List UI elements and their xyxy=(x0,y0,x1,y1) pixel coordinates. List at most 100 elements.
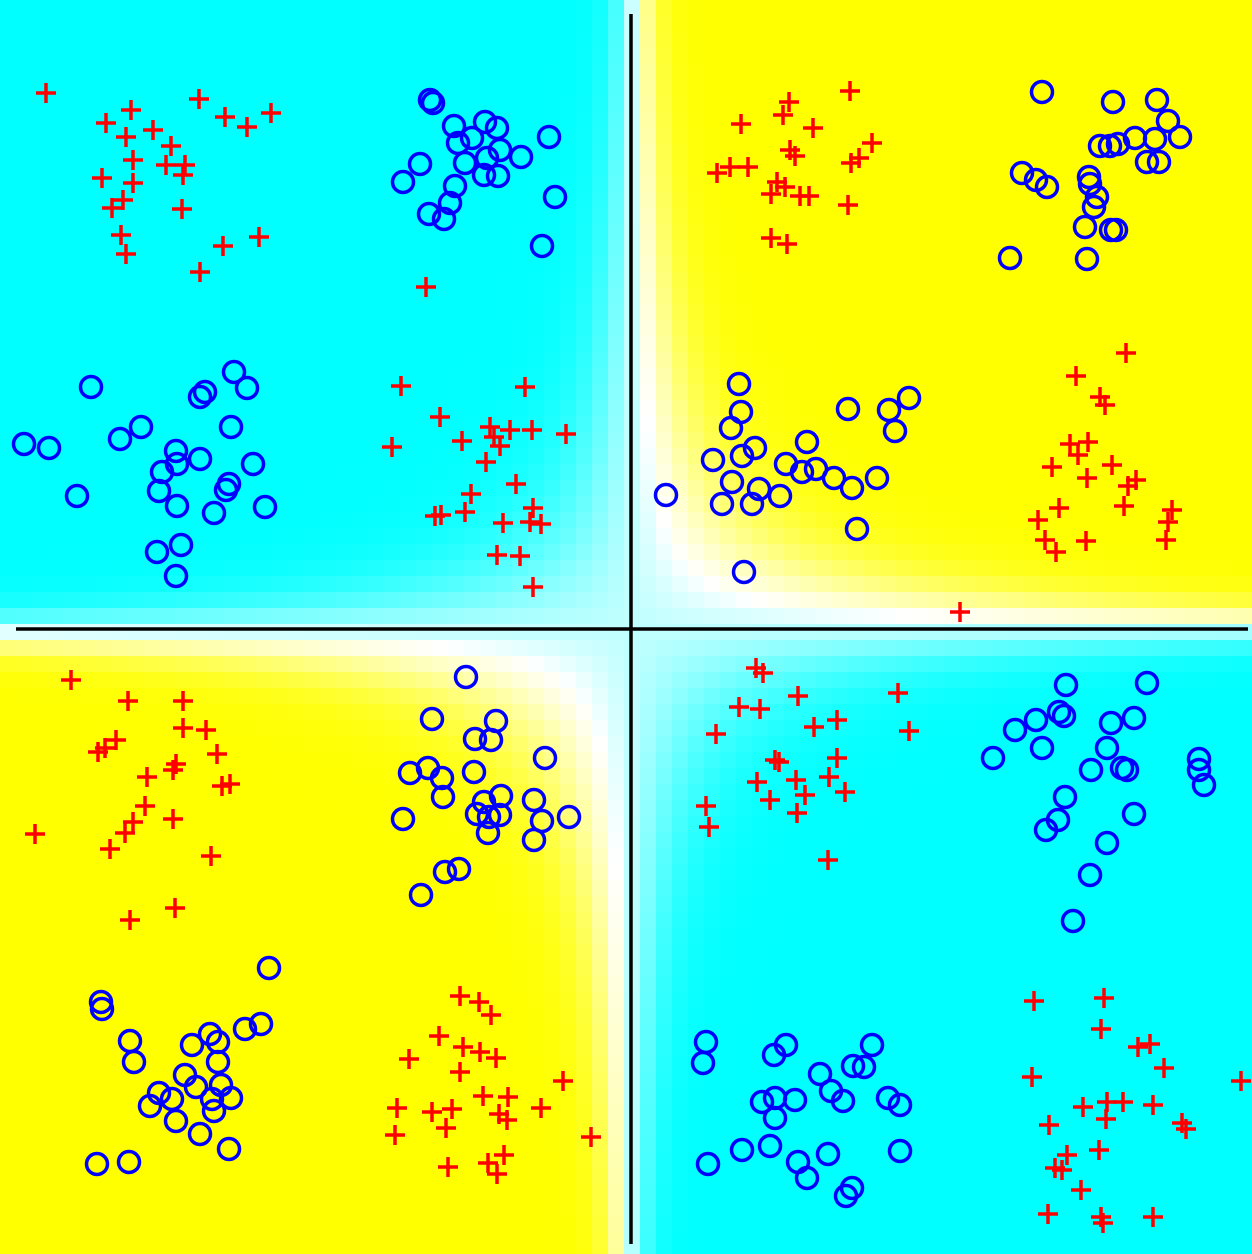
surface-cell xyxy=(1056,144,1073,161)
surface-cell xyxy=(1152,112,1169,129)
surface-cell xyxy=(416,48,433,65)
surface-cell xyxy=(304,352,321,369)
surface-cell xyxy=(64,576,81,593)
surface-cell xyxy=(1248,368,1252,385)
surface-cell xyxy=(576,992,593,1009)
surface-cell xyxy=(1008,288,1025,305)
surface-cell xyxy=(1024,528,1041,545)
surface-cell xyxy=(704,656,721,673)
surface-cell xyxy=(352,816,369,833)
surface-cell xyxy=(1168,192,1185,209)
surface-cell xyxy=(1232,208,1249,225)
surface-cell xyxy=(96,256,113,273)
surface-cell xyxy=(320,272,337,289)
surface-cell xyxy=(608,128,625,145)
surface-cell xyxy=(816,192,833,209)
surface-cell xyxy=(448,240,465,257)
surface-cell xyxy=(1184,704,1201,721)
surface-cell xyxy=(64,192,81,209)
surface-cell xyxy=(944,320,961,337)
surface-cell xyxy=(864,848,881,865)
surface-cell xyxy=(256,352,273,369)
surface-cell xyxy=(512,208,529,225)
surface-cell xyxy=(528,720,545,737)
surface-cell xyxy=(656,320,673,337)
surface-cell xyxy=(784,256,801,273)
surface-cell xyxy=(640,432,657,449)
surface-cell xyxy=(1136,256,1153,273)
surface-cell xyxy=(688,848,705,865)
surface-cell xyxy=(128,272,145,289)
surface-cell xyxy=(928,704,945,721)
surface-cell xyxy=(176,336,193,353)
surface-cell xyxy=(816,128,833,145)
surface-cell xyxy=(640,160,657,177)
surface-cell xyxy=(912,80,929,97)
surface-cell xyxy=(1216,512,1233,529)
surface-cell xyxy=(1056,0,1073,17)
surface-cell xyxy=(976,912,993,929)
surface-cell xyxy=(1232,832,1249,849)
surface-cell xyxy=(576,512,593,529)
surface-cell xyxy=(512,352,529,369)
surface-cell xyxy=(848,832,865,849)
surface-cell xyxy=(464,608,481,625)
surface-cell xyxy=(560,240,577,257)
surface-cell xyxy=(1072,288,1089,305)
surface-cell xyxy=(320,496,337,513)
surface-cell xyxy=(1120,896,1137,913)
surface-cell xyxy=(928,944,945,961)
surface-cell xyxy=(512,224,529,241)
surface-cell xyxy=(1104,288,1121,305)
surface-cell xyxy=(224,624,241,641)
surface-cell xyxy=(144,880,161,897)
surface-cell xyxy=(352,624,369,641)
surface-cell xyxy=(352,608,369,625)
surface-cell xyxy=(1008,640,1025,657)
surface-cell xyxy=(1184,432,1201,449)
surface-cell xyxy=(912,976,929,993)
surface-cell xyxy=(704,224,721,241)
surface-cell xyxy=(912,128,929,145)
surface-cell xyxy=(544,624,561,641)
surface-cell xyxy=(448,960,465,977)
surface-cell xyxy=(272,976,289,993)
surface-cell xyxy=(1232,224,1249,241)
surface-cell xyxy=(704,352,721,369)
surface-cell xyxy=(992,912,1009,929)
surface-cell xyxy=(944,416,961,433)
surface-cell xyxy=(384,0,401,17)
surface-cell xyxy=(208,816,225,833)
surface-cell xyxy=(1056,96,1073,113)
surface-cell xyxy=(608,880,625,897)
surface-cell xyxy=(528,160,545,177)
surface-cell xyxy=(336,160,353,177)
surface-cell xyxy=(1184,928,1201,945)
surface-cell xyxy=(864,240,881,257)
surface-cell xyxy=(1024,944,1041,961)
surface-cell xyxy=(800,240,817,257)
surface-cell xyxy=(576,640,593,657)
surface-cell xyxy=(960,720,977,737)
surface-cell xyxy=(1136,784,1153,801)
surface-cell xyxy=(800,896,817,913)
surface-cell xyxy=(496,576,513,593)
surface-cell xyxy=(80,32,97,49)
surface-cell xyxy=(848,544,865,561)
surface-cell xyxy=(1024,576,1041,593)
surface-cell xyxy=(752,416,769,433)
surface-cell xyxy=(944,480,961,497)
surface-cell xyxy=(560,464,577,481)
surface-cell xyxy=(304,736,321,753)
surface-cell xyxy=(1024,352,1041,369)
surface-cell xyxy=(352,560,369,577)
surface-cell xyxy=(864,672,881,689)
surface-cell xyxy=(80,496,97,513)
surface-cell xyxy=(1008,16,1025,33)
surface-cell xyxy=(592,128,609,145)
surface-cell xyxy=(48,368,65,385)
surface-cell xyxy=(0,176,17,193)
surface-cell xyxy=(672,880,689,897)
surface-cell xyxy=(992,0,1009,17)
surface-cell xyxy=(1200,448,1217,465)
